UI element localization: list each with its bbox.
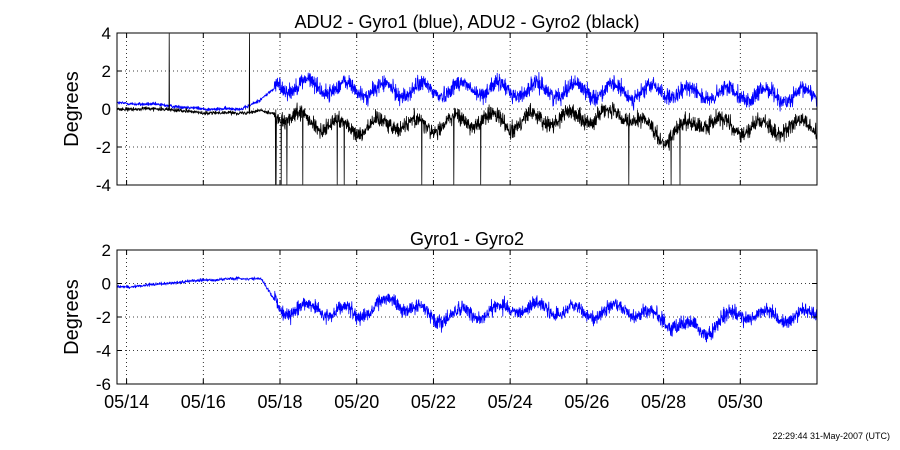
series-gyro2-line xyxy=(117,33,817,185)
x-tick-label: 05/26 xyxy=(564,392,609,412)
y-tick-label: 2 xyxy=(102,62,111,81)
x-tick-label: 05/18 xyxy=(257,392,302,412)
y-tick-label: -2 xyxy=(96,308,111,327)
y-tick-label: 2 xyxy=(102,241,111,260)
y-tick-label: 0 xyxy=(102,275,111,294)
series-group xyxy=(117,33,817,185)
series-gyro1-line xyxy=(117,72,817,112)
x-tick-label: 05/22 xyxy=(411,392,456,412)
chart-title: ADU2 - Gyro1 (blue), ADU2 - Gyro2 (black… xyxy=(294,12,639,32)
y-tick-label: 0 xyxy=(102,100,111,119)
timestamp-label: 22:29:44 31-May-2007 (UTC) xyxy=(772,431,890,441)
bottom-subplot: -6 -4 -2 0 2 05/14 05/16 05/18 05/20 05/22 05/24 05… xyxy=(61,229,818,412)
y-tick-label: 4 xyxy=(102,24,111,43)
y-tick-label: -4 xyxy=(96,342,111,361)
series-gyro-diff-line xyxy=(117,276,817,343)
y-axis-label: Degrees xyxy=(61,279,83,355)
x-tick-label: 05/16 xyxy=(181,392,226,412)
top-subplot: -4 -2 0 2 4 ADU2 - Gyro1 (blue), ADU2 - Gyro2… xyxy=(61,12,818,195)
y-axis-label: Degrees xyxy=(61,71,83,147)
series-group xyxy=(117,276,817,343)
y-tick-label: -6 xyxy=(96,375,111,394)
y-tick-label: -2 xyxy=(96,138,111,157)
x-tick-label: 05/30 xyxy=(718,392,763,412)
x-tick-label: 05/14 xyxy=(104,392,149,412)
x-tick-label: 05/20 xyxy=(334,392,379,412)
chart-title: Gyro1 - Gyro2 xyxy=(410,229,524,249)
y-tick-label: -4 xyxy=(96,176,111,195)
x-tick-label: 05/28 xyxy=(641,392,686,412)
x-tick-label: 05/24 xyxy=(488,392,533,412)
